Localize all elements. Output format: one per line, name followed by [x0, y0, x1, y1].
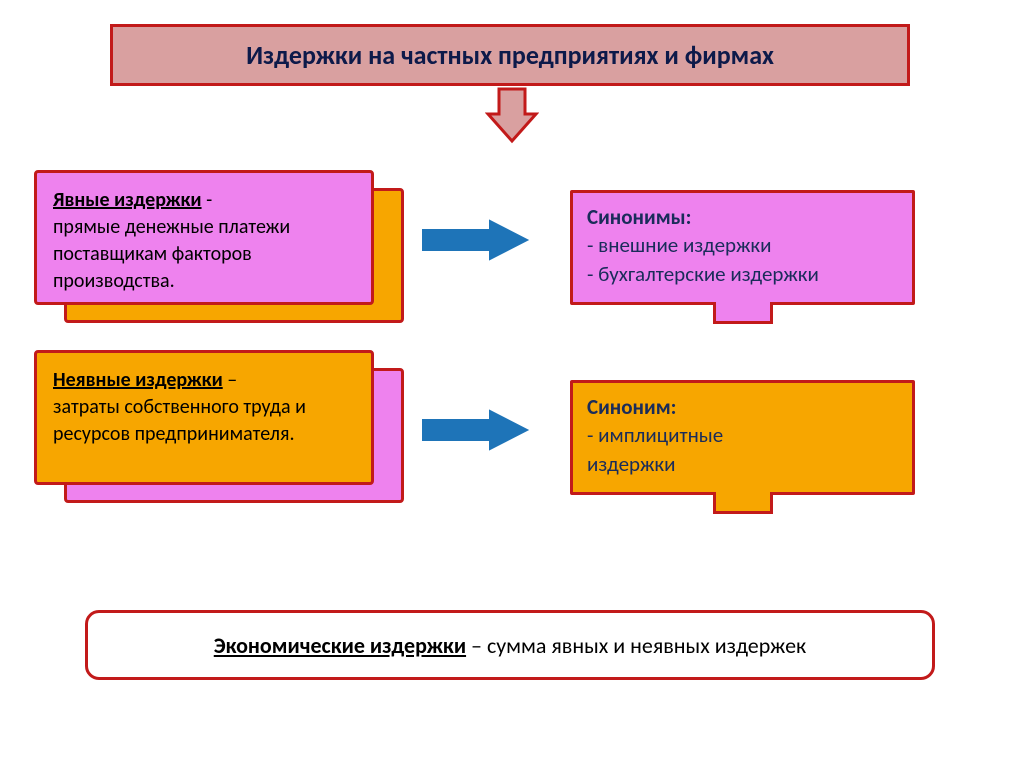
implicit-costs-box: Неявные издержки – затраты собственного …	[34, 350, 404, 505]
ribbon-front-1: Явные издержки - прямые денежные платежи…	[34, 170, 374, 305]
synonym2-item2: издержки	[587, 451, 676, 477]
arrow-right-1-icon	[420, 218, 530, 262]
box1-line2: поставщикам факторов	[53, 242, 252, 266]
explicit-costs-box: Явные издержки - прямые денежные платежи…	[34, 170, 404, 325]
synonym2-item1: - имплицитные	[587, 422, 723, 448]
arrow-right-2-icon	[420, 408, 530, 452]
header-box: Издержки на частных предприятиях и фирма…	[110, 24, 910, 86]
synonym2-label: Синоним:	[587, 394, 676, 420]
synonym1-tab	[713, 302, 773, 324]
box2-line2: ресурсов предпринимателя.	[53, 422, 295, 446]
summary-rest: – сумма явных и неявных издержек	[466, 632, 806, 659]
box1-title: Явные издержки	[53, 188, 202, 212]
box1-line1: прямые денежные платежи	[53, 215, 290, 239]
header-title: Издержки на частных предприятиях и фирма…	[246, 39, 774, 71]
synonym1-item1: - внешние издержки	[587, 232, 772, 258]
synonym-box-1: Синонимы: - внешние издержки - бухгалтер…	[570, 190, 915, 305]
summary-bold: Экономические издержки	[214, 632, 466, 659]
down-arrow-icon	[485, 86, 539, 144]
box1-line3: производства.	[53, 269, 175, 293]
ribbon-front-2: Неявные издержки – затраты собственного …	[34, 350, 374, 485]
box2-line1: затраты собственного труда и	[53, 395, 306, 419]
box2-title: Неявные издержки	[53, 368, 223, 392]
synonym1-label: Синонимы:	[587, 204, 691, 230]
synonym2-tab	[713, 492, 773, 514]
synonym-box-2: Синоним: - имплицитные издержки	[570, 380, 915, 495]
synonym1-item2: - бухгалтерские издержки	[587, 261, 819, 287]
summary-box: Экономические издержки – сумма явных и н…	[85, 610, 935, 680]
